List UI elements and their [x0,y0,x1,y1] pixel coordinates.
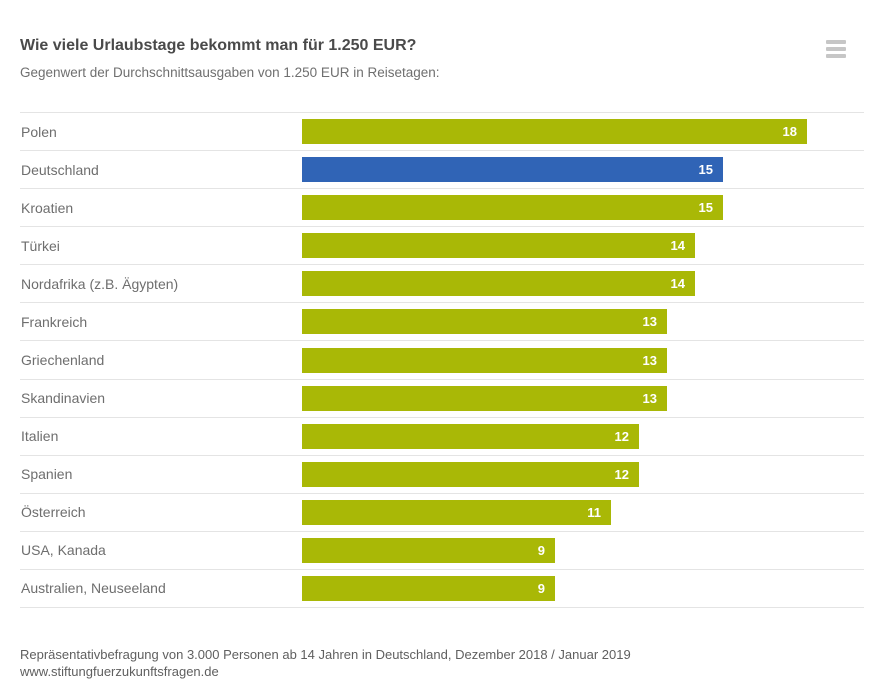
chart-row: Deutschland 15 [20,150,864,188]
chart-row: Nordafrika (z.B. Ägypten) 14 [20,264,864,302]
bar[interactable]: 14 [302,233,695,259]
bar[interactable]: 12 [302,461,639,487]
bar-track: 14 [302,233,864,259]
bar-value-label: 15 [698,200,713,216]
category-label: Österreich [21,504,86,521]
bar-value-label: 9 [537,542,545,558]
category-label: Türkei [21,237,60,254]
export-menu-button[interactable] [826,40,846,58]
bar-track: 13 [302,347,864,373]
bar-value-label: 15 [698,162,713,178]
bar-track: 12 [302,423,864,449]
chart-title: Wie viele Urlaubstage bekommt man für 1.… [20,37,417,54]
bar[interactable]: 9 [302,537,555,563]
category-label: Skandinavien [21,390,106,407]
chart-row: Österreich 11 [20,492,864,531]
bar[interactable]: 14 [302,271,695,297]
chart-subtitle: Gegenwert der Durchschnittsausgaben von … [20,65,440,80]
bar-value-label: 18 [782,124,797,140]
bar-value-label: 13 [642,314,657,330]
bar-track: 12 [302,461,864,487]
bar[interactable]: 15 [302,157,723,183]
chart-footer: Repräsentativbefragung von 3.000 Persone… [20,646,864,680]
chart-row: USA, Kanada 9 [20,530,864,569]
bar[interactable]: 13 [302,347,667,373]
bar-value-label: 14 [670,238,685,254]
category-label: Spanien [21,466,73,483]
bar-track: 18 [302,119,864,145]
chart-row: Australien, Neuseeland 9 [20,568,864,607]
category-label: Italien [21,428,59,445]
bar[interactable]: 18 [302,119,807,145]
chart-row: Frankreich 13 [20,302,864,340]
bar-track: 9 [302,537,864,563]
bar-track: 13 [302,309,864,335]
bar-value-label: 13 [642,352,657,368]
source-note: Repräsentativbefragung von 3.000 Persone… [20,647,631,662]
chart-row: Polen 18 [20,112,864,150]
category-label: Griechenland [21,352,105,368]
bar-chart: Polen 18 Deutschland 15 Kroatien 15 Türkei 14 No… [20,112,864,608]
category-label: Polen [21,123,57,140]
chart-row: Kroatien 15 [20,188,864,226]
chart-row: Türkei 14 [20,226,864,264]
chart-row: Italien 12 [20,416,864,455]
bar[interactable]: 13 [302,385,667,411]
bar[interactable]: 13 [302,309,667,335]
chart-row: Griechenland 13 [20,340,864,378]
category-label: USA, Kanada [21,542,106,559]
bar[interactable]: 11 [302,499,611,525]
category-label: Deutschland [21,161,99,178]
bar-value-label: 14 [670,276,685,292]
category-label: Frankreich [21,313,88,330]
bar-value-label: 11 [587,504,601,520]
chart-row: Spanien 12 [20,454,864,493]
bar-track: 15 [302,157,864,183]
bar-value-label: 13 [642,390,657,406]
chart-row: Skandinavien 13 [20,378,864,417]
category-label: Australien, Neuseeland [21,580,166,597]
bar-value-label: 12 [614,466,629,482]
bar[interactable]: 9 [302,575,555,601]
hamburger-icon [826,47,846,51]
hamburger-icon [826,54,846,58]
source-url: www.stiftungfuerzukunftsfragen.de [20,664,219,679]
bar-value-label: 9 [537,580,545,596]
category-label: Kroatien [21,199,74,216]
bar-track: 15 [302,195,864,221]
bar[interactable]: 15 [302,195,723,221]
bar-track: 14 [302,271,864,297]
bar-value-label: 12 [614,428,629,444]
hamburger-icon [826,40,846,44]
bar[interactable]: 12 [302,423,639,449]
bar-track: 11 [302,499,864,525]
bar-track: 13 [302,385,864,411]
bar-track: 9 [302,575,864,601]
category-label: Nordafrika (z.B. Ägypten) [21,275,179,292]
